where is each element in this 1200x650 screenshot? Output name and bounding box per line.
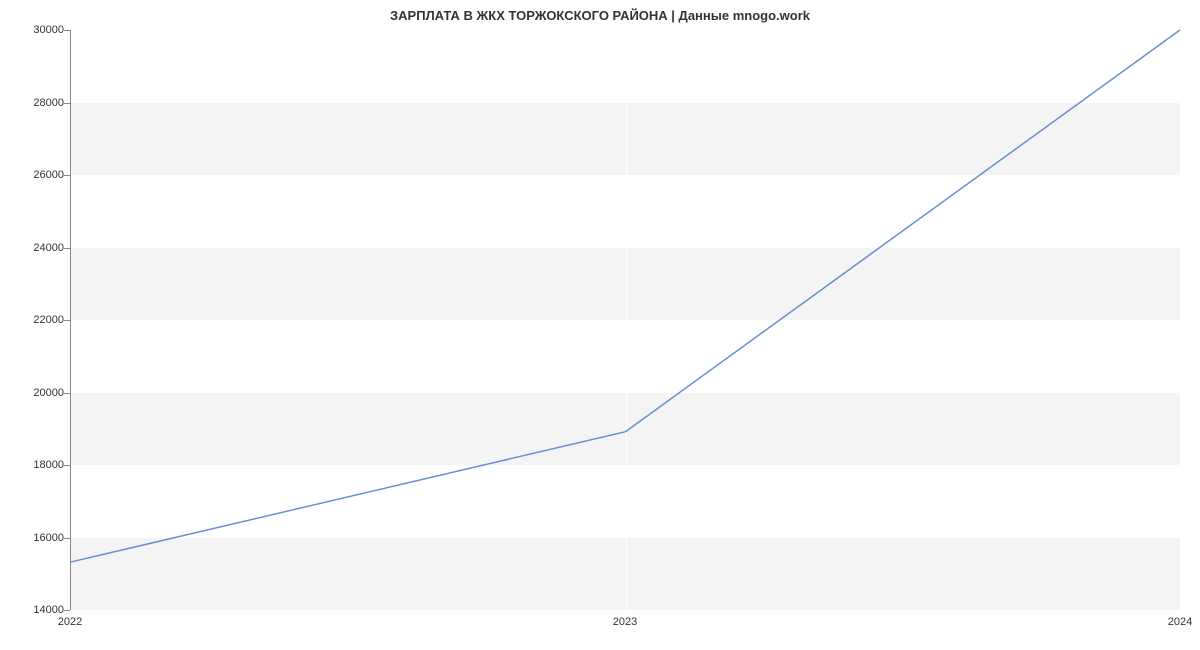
x-tick-label: 2024 [1168, 616, 1192, 628]
y-tick-mark [64, 610, 70, 611]
y-tick-label: 22000 [33, 314, 64, 326]
y-tick-label: 24000 [33, 242, 64, 254]
y-tick-mark [64, 175, 70, 176]
y-tick-mark [64, 465, 70, 466]
y-tick-label: 30000 [33, 24, 64, 36]
y-tick-label: 14000 [33, 604, 64, 616]
y-tick-label: 16000 [33, 532, 64, 544]
y-tick-mark [64, 320, 70, 321]
y-tick-label: 18000 [33, 459, 64, 471]
series-line-salary [71, 30, 1180, 562]
y-tick-mark [64, 30, 70, 31]
y-tick-mark [64, 248, 70, 249]
line-series-svg [71, 30, 1180, 609]
y-tick-label: 26000 [33, 169, 64, 181]
plot-area [70, 30, 1180, 610]
y-tick-mark [64, 103, 70, 104]
y-tick-mark [64, 393, 70, 394]
y-tick-label: 28000 [33, 97, 64, 109]
x-tick-label: 2022 [58, 616, 82, 628]
x-tick-label: 2023 [613, 616, 637, 628]
y-tick-mark [64, 538, 70, 539]
chart-title: ЗАРПЛАТА В ЖКХ ТОРЖОКСКОГО РАЙОНА | Данн… [0, 8, 1200, 23]
y-tick-label: 20000 [33, 387, 64, 399]
salary-line-chart: ЗАРПЛАТА В ЖКХ ТОРЖОКСКОГО РАЙОНА | Данн… [0, 0, 1200, 650]
